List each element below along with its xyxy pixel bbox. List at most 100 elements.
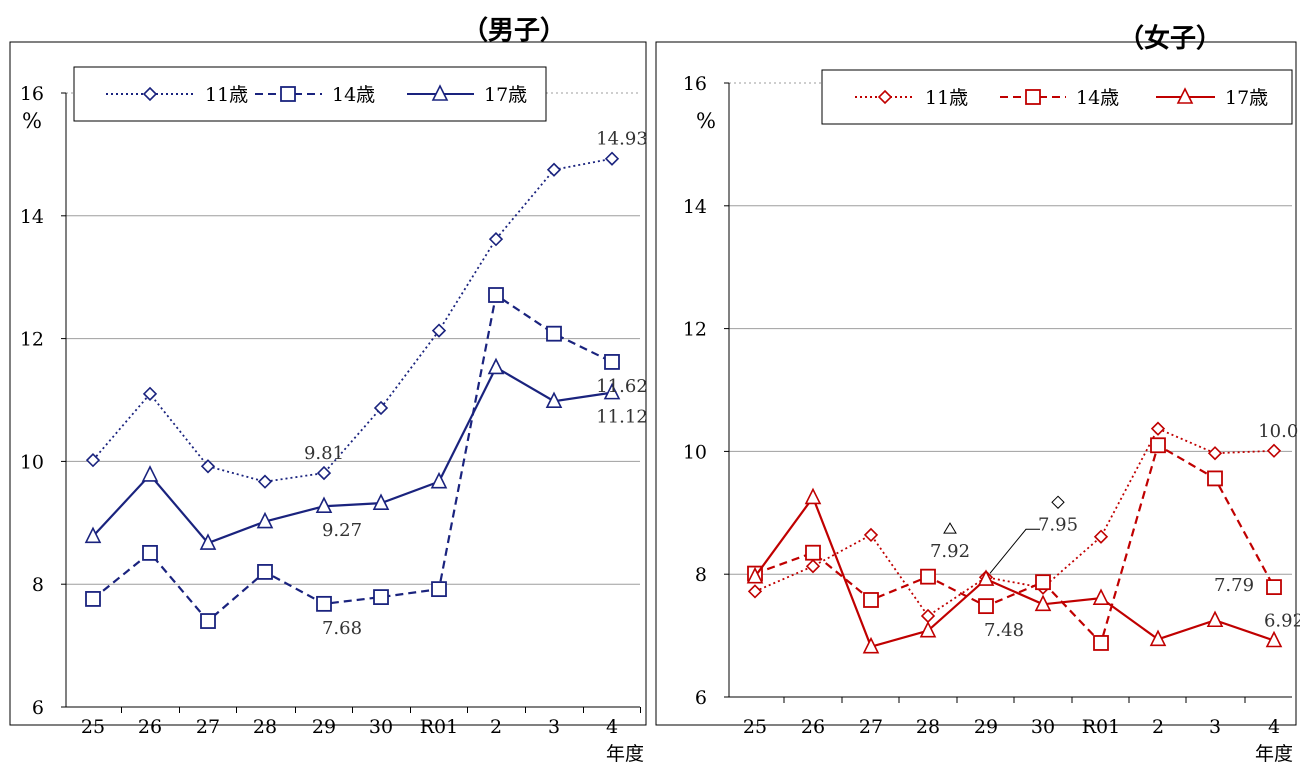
series-line-11歳 — [92, 157, 613, 483]
data-label: 7.48 — [984, 620, 1024, 641]
data-point — [488, 287, 504, 303]
chart-title-boys: （男子） — [462, 16, 567, 46]
data-point — [487, 357, 505, 375]
data-label: 14.93 — [596, 129, 648, 150]
data-point — [200, 459, 216, 474]
data-point — [977, 569, 995, 586]
data-point — [604, 151, 620, 166]
y-tick-label: 8 — [695, 564, 707, 586]
data-point — [1034, 594, 1052, 612]
data-point — [1150, 421, 1166, 436]
y-tick-label: 16 — [683, 73, 707, 95]
x-axis-title: 年度 — [606, 743, 644, 765]
y-tick-label: 14 — [20, 206, 44, 228]
chart-frame — [9, 41, 647, 726]
chart-title-girls: （女子） — [1118, 24, 1223, 54]
data-point — [863, 592, 879, 608]
data-point — [920, 568, 936, 585]
y-tick-label: 10 — [683, 441, 707, 463]
x-tick-label: 3 — [1209, 716, 1221, 738]
y-tick-label: 6 — [695, 687, 707, 709]
series-line-14歳 — [92, 293, 613, 623]
data-point — [604, 354, 620, 370]
data-point — [1149, 629, 1167, 647]
x-tick-label: 28 — [253, 716, 277, 738]
data-point — [257, 474, 273, 489]
data-point — [1092, 588, 1110, 605]
data-point — [85, 591, 101, 607]
data-point — [373, 589, 389, 605]
data-point — [920, 608, 936, 624]
data-point — [430, 471, 448, 489]
data-point — [84, 526, 102, 544]
x-tick-label: 25 — [743, 716, 767, 738]
data-label: 11.12 — [596, 407, 648, 428]
data-point — [1150, 437, 1166, 454]
data-point — [919, 620, 937, 638]
data-point — [141, 465, 159, 482]
series-line-11歳 — [754, 427, 1275, 618]
data-point — [372, 493, 390, 510]
y-axis-unit: % — [696, 109, 716, 133]
y-tick-label: 6 — [32, 697, 44, 719]
legend-marker — [431, 84, 449, 101]
data-point — [200, 613, 216, 629]
x-tick-label: 26 — [801, 716, 825, 738]
data-point — [863, 527, 879, 543]
data-point — [747, 584, 763, 599]
data-point — [316, 465, 332, 481]
x-tick-label: 27 — [196, 716, 220, 738]
data-label: 9.81 — [304, 443, 344, 464]
x-axis-title: 年度 — [1255, 743, 1293, 765]
data-point — [316, 595, 332, 612]
data-label: 7.92 — [930, 541, 970, 562]
legend-symbol-diamond — [1051, 495, 1065, 509]
data-label: 7.95 — [1038, 514, 1078, 535]
data-point — [257, 564, 273, 580]
y-axis-unit: % — [22, 109, 42, 133]
data-point — [805, 544, 821, 561]
data-point — [256, 511, 274, 529]
x-tick-label: R01 — [420, 716, 458, 738]
data-point — [1266, 443, 1282, 458]
data-point — [431, 323, 447, 338]
legend-marker — [1176, 87, 1194, 104]
legend-symbol-triangle — [943, 522, 957, 534]
data-point — [142, 544, 158, 561]
data-point — [546, 325, 562, 342]
x-tick-label: 30 — [1031, 716, 1055, 738]
series-line-17歳 — [92, 365, 613, 545]
data-point — [199, 533, 217, 550]
data-point — [431, 581, 447, 598]
chart-frame — [655, 41, 1297, 726]
callout-line — [989, 528, 1040, 574]
data-point — [373, 400, 389, 416]
data-point — [315, 496, 333, 514]
data-label: 11.62 — [596, 376, 648, 397]
data-point — [545, 391, 563, 409]
x-tick-label: 30 — [369, 716, 393, 738]
data-point — [1206, 610, 1224, 628]
data-point — [1035, 574, 1051, 591]
legend-label: 11歳 — [205, 84, 248, 106]
x-tick-label: 3 — [548, 716, 560, 738]
y-tick-label: 10 — [20, 451, 44, 473]
data-label: 7.79 — [1214, 575, 1254, 596]
data-point — [746, 566, 764, 584]
legend-label: 17歳 — [484, 84, 527, 106]
data-point — [1093, 635, 1109, 651]
data-point — [1265, 630, 1283, 648]
data-label: 9.27 — [322, 520, 362, 541]
x-tick-label: 4 — [606, 716, 618, 738]
y-tick-label: 16 — [20, 83, 44, 105]
data-point — [978, 598, 994, 615]
x-tick-label: R01 — [1082, 716, 1120, 738]
x-tick-label: 25 — [81, 716, 105, 738]
data-point — [488, 232, 504, 247]
x-tick-label: 29 — [312, 716, 336, 738]
y-tick-label: 12 — [683, 319, 707, 341]
y-tick-label: 8 — [32, 574, 44, 596]
data-point — [805, 559, 821, 574]
data-label: 10.01 — [1258, 421, 1300, 442]
